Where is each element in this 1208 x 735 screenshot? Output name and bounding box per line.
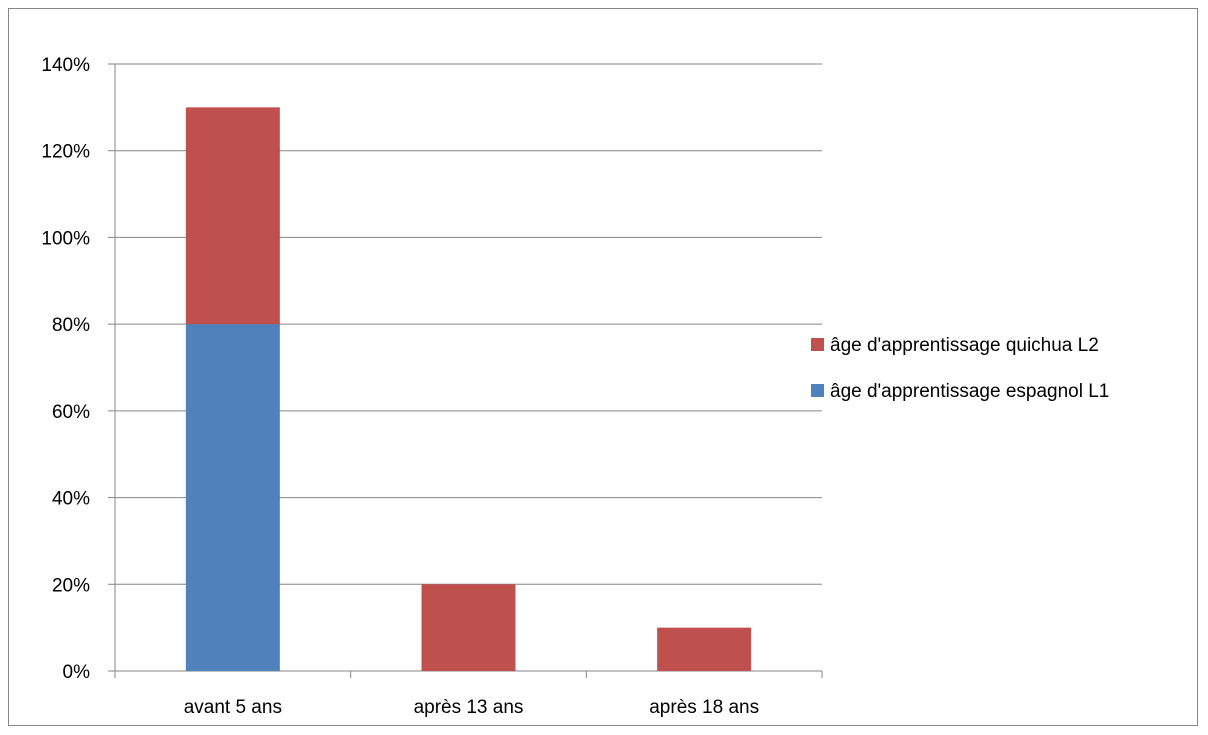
bar-quichua-l2 <box>421 584 516 671</box>
y-tick-label: 0% <box>63 662 91 683</box>
y-tick-label: 140% <box>41 55 90 76</box>
y-tick-labels: 0% 20% 40% 60% 80% 100% 120% 140% <box>41 55 90 683</box>
y-tick-label: 80% <box>52 315 90 336</box>
legend-swatch <box>811 384 824 397</box>
bars <box>185 107 752 671</box>
bar-quichua-l2 <box>657 627 752 671</box>
x-tick-labels: avant 5 ans après 13 ans après 18 ans <box>184 697 759 718</box>
y-tick-label: 100% <box>41 228 90 249</box>
bar-quichua-l2 <box>185 107 280 325</box>
y-tick-label: 40% <box>52 489 90 510</box>
legend-label: âge d'apprentissage espagnol L1 <box>830 381 1109 402</box>
x-tick-label: après 13 ans <box>414 697 524 718</box>
legend-label: âge d'apprentissage quichua L2 <box>830 335 1099 356</box>
x-tick-label: après 18 ans <box>649 697 759 718</box>
y-tick-label: 20% <box>52 575 90 596</box>
x-tick-label: avant 5 ans <box>184 697 282 718</box>
legend-swatch <box>811 338 824 351</box>
legend: âge d'apprentissage quichua L2 âge d'appr… <box>811 335 1109 402</box>
y-tick-label: 120% <box>41 142 90 163</box>
bar-espagnol-l1 <box>185 324 280 671</box>
y-tick-label: 60% <box>52 402 90 423</box>
